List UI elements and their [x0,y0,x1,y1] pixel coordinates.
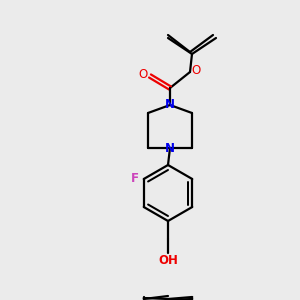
Text: O: O [138,68,148,80]
Text: N: N [165,142,175,154]
Text: OH: OH [158,254,178,268]
Text: N: N [165,98,175,112]
Text: F: F [131,172,139,185]
Text: O: O [191,64,201,76]
